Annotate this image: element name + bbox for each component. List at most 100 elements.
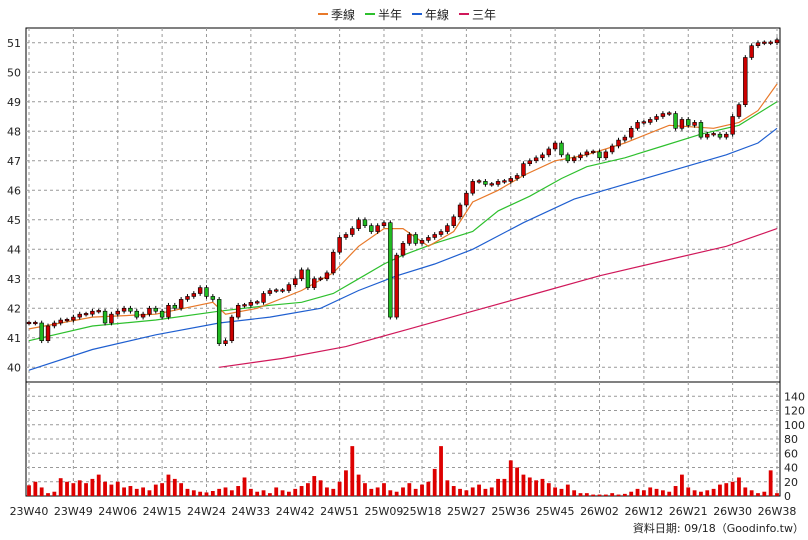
volume-bar — [58, 478, 63, 496]
candle-body — [185, 296, 190, 300]
volume-bar — [210, 491, 215, 496]
volume-bar — [591, 494, 596, 496]
volume-bar — [172, 478, 177, 496]
volume-bar — [141, 487, 146, 496]
volume-panel — [25, 381, 781, 497]
volume-bar — [103, 481, 107, 496]
candle-body — [324, 272, 330, 280]
price-y-tick-label: 49 — [7, 96, 21, 109]
volume-y-tick-label: 140 — [784, 390, 805, 403]
volume-bar — [603, 494, 608, 496]
candle-body — [362, 219, 368, 226]
volume-bar — [65, 481, 69, 496]
volume-bar — [673, 486, 678, 496]
candle-body — [33, 321, 38, 325]
candle-body — [45, 325, 51, 342]
volume-bar — [737, 477, 741, 496]
volume-bar — [223, 487, 228, 496]
candle-body — [39, 322, 44, 342]
candle-body — [64, 318, 70, 322]
candle-body — [71, 316, 76, 321]
candle-body — [432, 234, 437, 238]
volume-bar — [128, 486, 133, 496]
volume-bar — [445, 480, 450, 496]
x-tick-label: 26W02 — [580, 505, 619, 518]
volume-bar — [236, 486, 241, 496]
price-y-tick-label: 48 — [7, 125, 21, 138]
price-y-tick-label: 51 — [7, 37, 21, 50]
candle-body — [641, 121, 647, 124]
volume-bar — [413, 488, 418, 496]
volume-bar — [312, 476, 317, 496]
volume-bar — [641, 490, 646, 496]
candle-body — [178, 299, 184, 309]
candle-body — [705, 133, 710, 138]
volume-bar — [502, 478, 507, 496]
candle-body — [571, 157, 577, 162]
volume-bar — [635, 488, 640, 496]
x-tick-label: 23W40 — [10, 505, 49, 518]
candle-body — [293, 278, 298, 285]
volume-y-tick-label: 100 — [784, 419, 805, 432]
x-tick-label: 26W30 — [713, 505, 752, 518]
volume-bar — [84, 483, 88, 496]
candle-body — [521, 163, 526, 176]
candle-body — [692, 122, 697, 126]
candle-body — [673, 113, 678, 129]
volume-y-tick-label: 40 — [784, 462, 798, 475]
candle-body — [299, 269, 304, 280]
volume-bar — [660, 490, 665, 496]
candle-body — [667, 112, 672, 115]
candle-body — [597, 151, 602, 159]
volume-bar — [401, 487, 405, 496]
volume-bar — [77, 480, 82, 496]
volume-bar — [261, 490, 266, 496]
volume-bar — [762, 491, 767, 496]
volume-bar — [39, 487, 44, 496]
candle-body — [445, 225, 450, 232]
candle-body — [552, 142, 558, 150]
volume-bar — [331, 488, 336, 496]
candle-body — [724, 133, 729, 138]
candle-body — [736, 104, 742, 117]
candle-body — [654, 116, 659, 120]
x-tick-label: 26W38 — [758, 505, 797, 518]
volume-bar — [274, 487, 279, 496]
volume-y-tick-label: 20 — [784, 476, 798, 489]
x-tick-label: 24W15 — [143, 505, 182, 518]
price-y-tick-label: 44 — [7, 243, 21, 256]
candle-body — [508, 178, 513, 182]
candle-body — [267, 290, 273, 294]
volume-bar — [299, 486, 304, 496]
candle-body — [407, 234, 412, 244]
volume-bar — [477, 484, 481, 496]
volume-bar — [426, 481, 431, 496]
volume-bar — [407, 483, 412, 496]
candle-body — [242, 304, 247, 307]
candle-body — [90, 310, 95, 315]
candle-body — [609, 145, 615, 153]
candle-body — [629, 128, 634, 138]
volume-bar — [248, 488, 253, 496]
candle-body — [565, 154, 571, 162]
volume-y-tick-label: 120 — [784, 405, 805, 418]
candle-body — [635, 122, 640, 129]
candle-body — [312, 278, 317, 288]
volume-bar — [610, 493, 615, 496]
volume-bar — [382, 483, 386, 496]
price-y-tick-label: 40 — [7, 361, 21, 374]
volume-bar — [185, 488, 190, 496]
candle-body — [762, 41, 767, 44]
legend-label-1: 半年 — [378, 8, 402, 22]
candle-body — [622, 136, 628, 141]
volume-bar — [508, 460, 513, 496]
volume-bar — [775, 493, 779, 496]
candle-body — [229, 316, 235, 342]
candle-body — [400, 243, 406, 256]
price-y-tick-label: 47 — [7, 155, 21, 168]
volume-bar — [496, 478, 500, 496]
volume-bar — [90, 478, 95, 496]
candle-body — [140, 313, 146, 318]
candle-body — [128, 307, 133, 312]
volume-bar — [293, 488, 298, 496]
